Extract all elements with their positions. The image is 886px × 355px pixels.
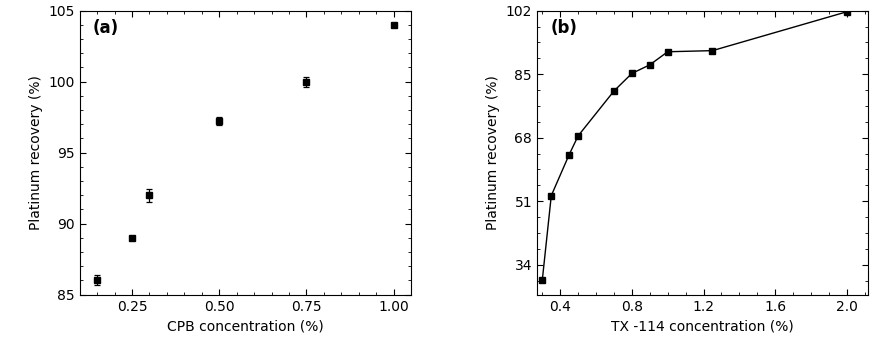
X-axis label: TX -114 concentration (%): TX -114 concentration (%) <box>611 319 794 333</box>
Y-axis label: Platinum recovery (%): Platinum recovery (%) <box>486 75 501 230</box>
Text: (b): (b) <box>550 19 577 37</box>
X-axis label: CPB concentration (%): CPB concentration (%) <box>167 319 323 333</box>
Text: (a): (a) <box>93 19 119 37</box>
Y-axis label: Platinum recovery (%): Platinum recovery (%) <box>29 75 43 230</box>
